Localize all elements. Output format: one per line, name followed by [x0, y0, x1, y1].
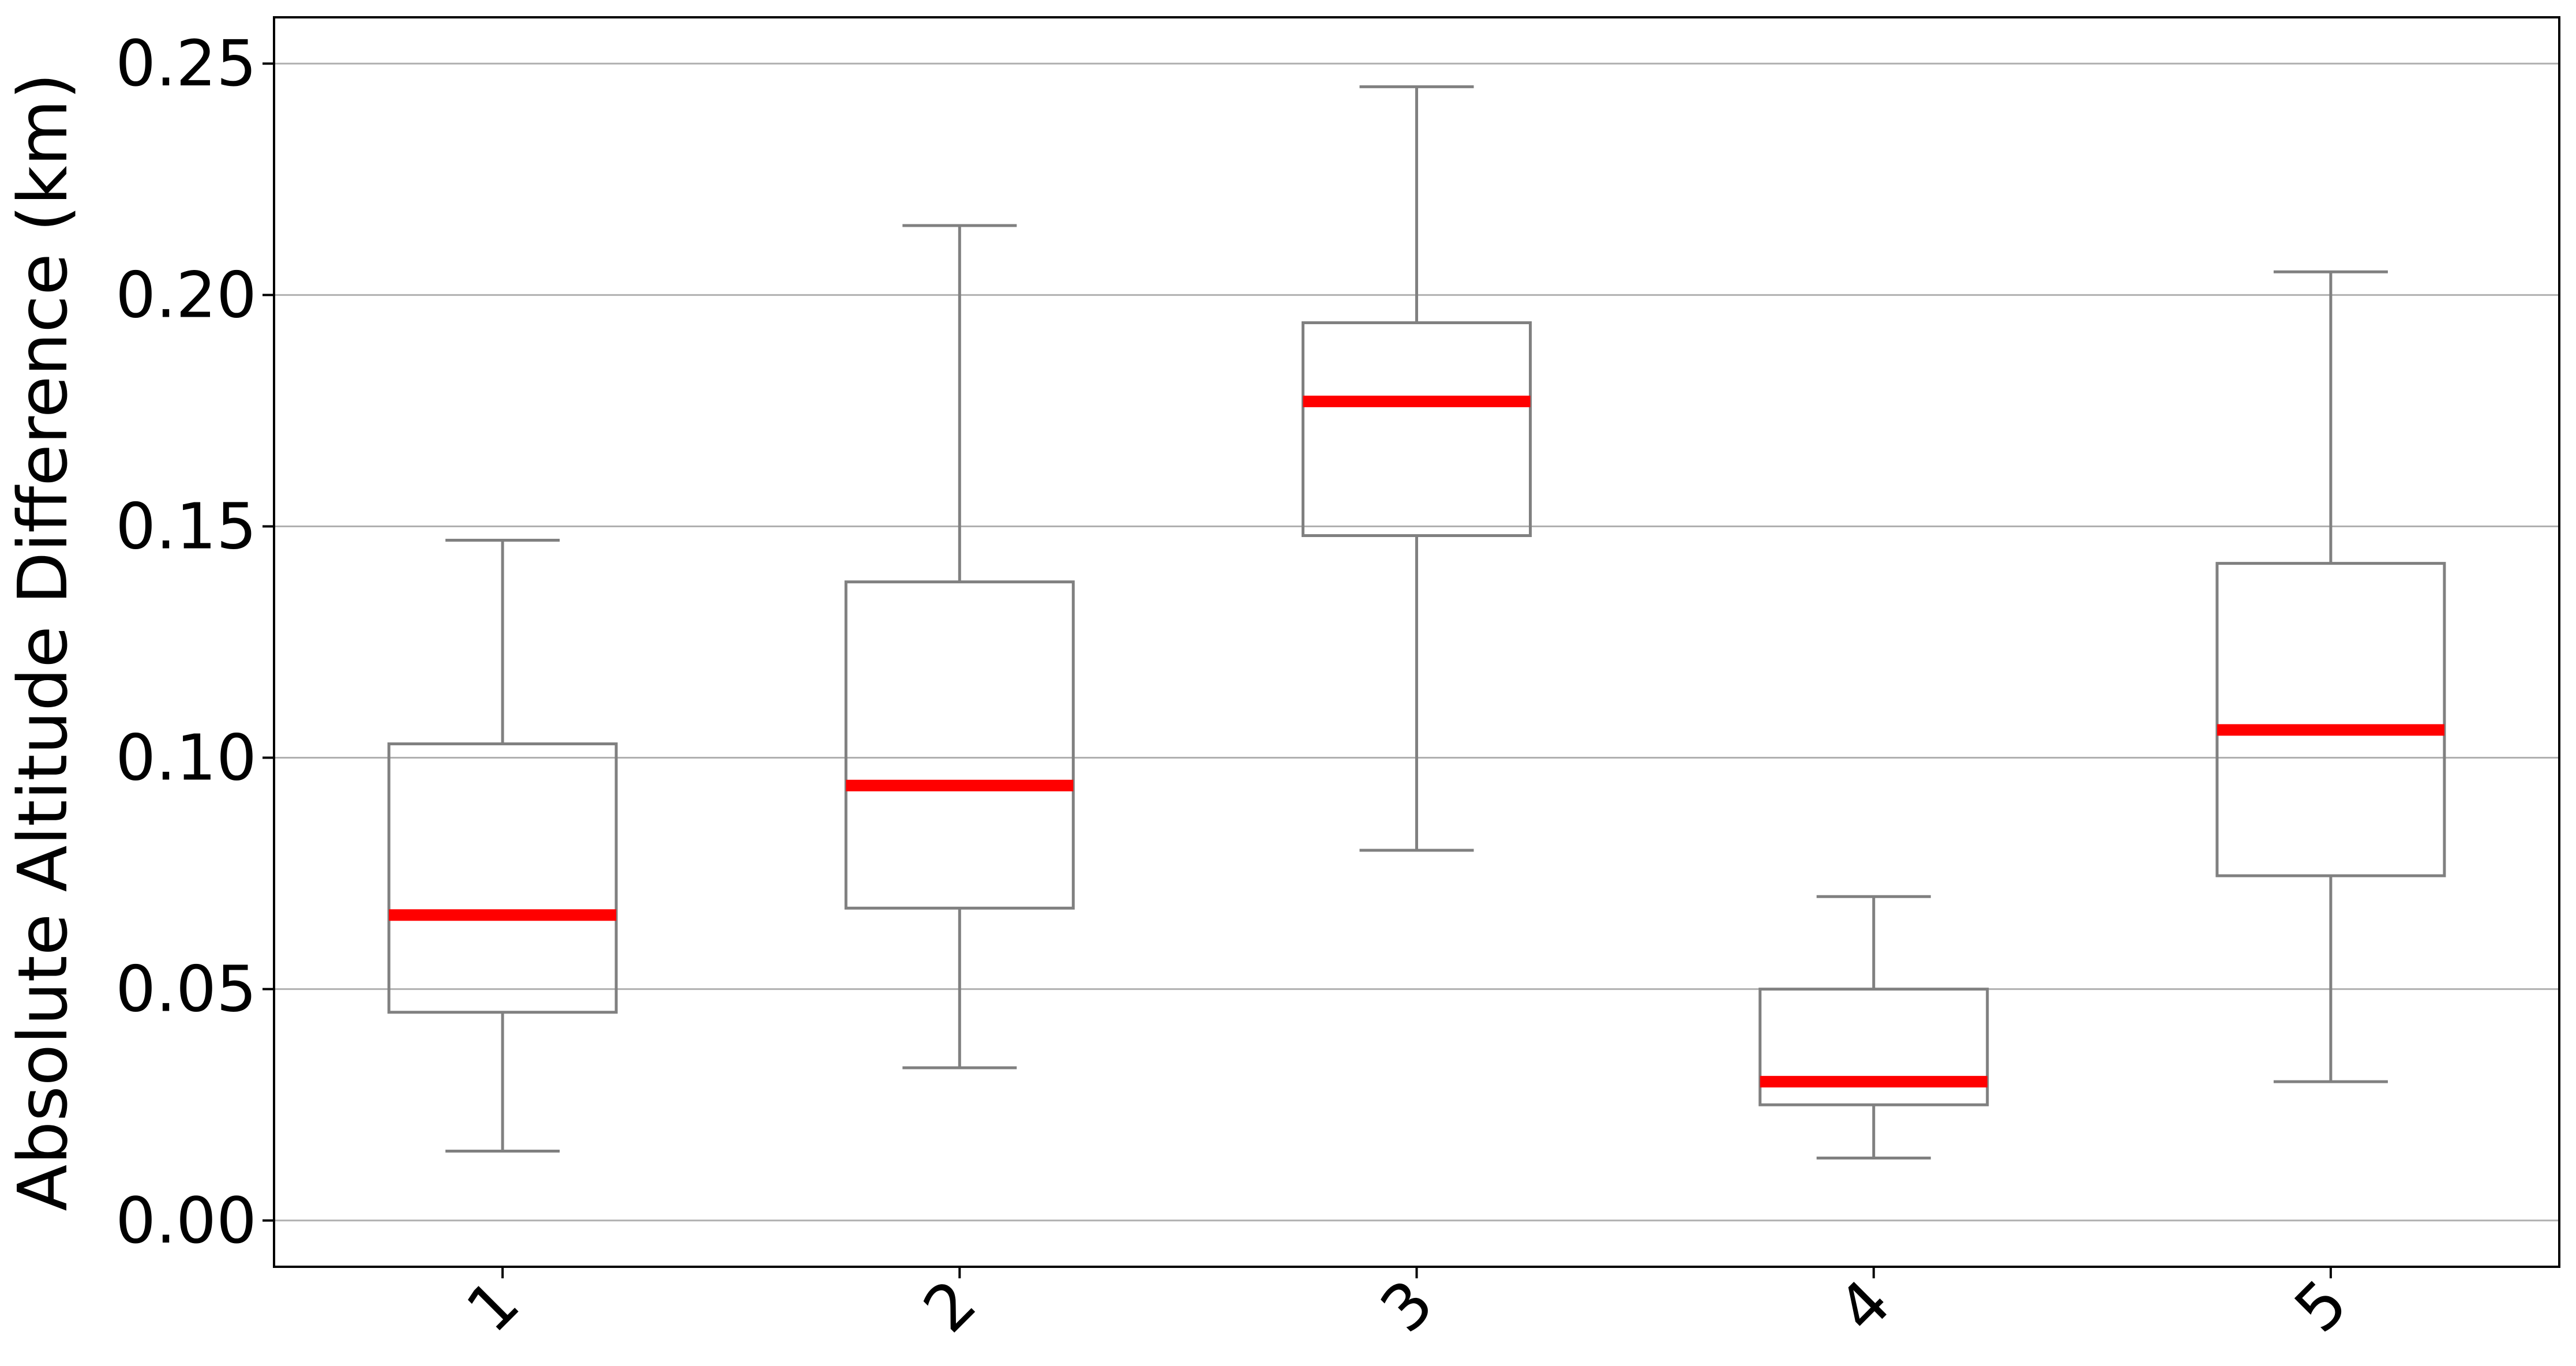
iqr-box [387, 742, 618, 1014]
y-tick-label: 0.00 [115, 1184, 257, 1258]
iqr-box [2215, 562, 2446, 877]
iqr-box [844, 580, 1075, 910]
x-tick-label: 2 [909, 1266, 990, 1346]
y-axis: 0.00 0.05 0.10 0.15 0.20 0.25 [115, 27, 274, 1258]
iqr-box [1302, 321, 1532, 537]
x-tick-label: 3 [1367, 1266, 1448, 1346]
y-tick-label: 0.10 [115, 721, 257, 795]
y-axis-label: Absolute Altitude Difference (km) [3, 73, 83, 1211]
box-4 [1758, 895, 1989, 1159]
box-3 [1302, 85, 1532, 852]
y-tick-label: 0.05 [115, 952, 257, 1026]
y-tick-label: 0.20 [115, 258, 257, 332]
x-tick-label: 4 [1824, 1266, 1904, 1346]
box-1 [387, 539, 618, 1153]
iqr-box [1758, 988, 1989, 1106]
box-2 [844, 224, 1075, 1069]
x-tick-label: 1 [452, 1266, 533, 1346]
box-5 [2215, 270, 2446, 1083]
y-tick-label: 0.15 [115, 489, 257, 563]
x-axis: 1 2 3 4 5 [452, 1266, 2361, 1346]
x-tick-label: 5 [2281, 1266, 2361, 1346]
y-tick-label: 0.25 [115, 27, 257, 100]
box-series [387, 85, 2446, 1159]
